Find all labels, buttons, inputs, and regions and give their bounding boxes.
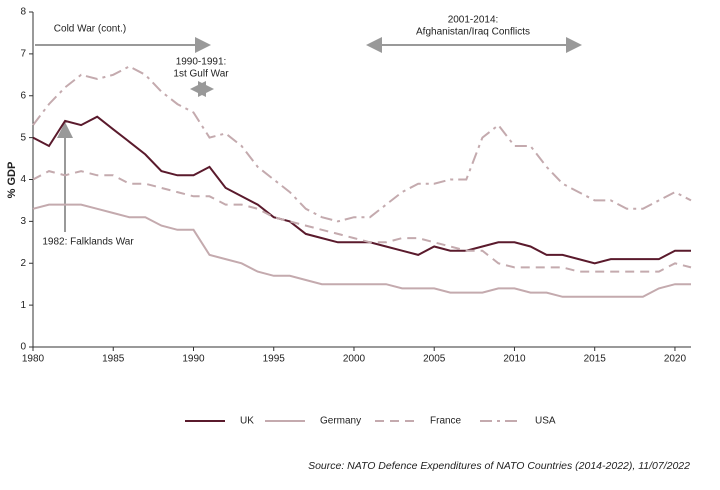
x-tick-label: 2000 [343,354,366,365]
y-tick-label: 2 [20,258,26,269]
legend-label: UK [240,416,254,427]
legend-label: USA [535,416,556,427]
x-tick-label: 2010 [503,354,526,365]
line-uk [32,115,691,265]
annotation: 1st Gulf War [173,69,229,80]
y-tick-label: 1 [20,300,26,311]
source: Source: NATO Defence Expenditures of NAT… [308,460,690,472]
annotation: Afghanistan/Iraq Conflicts [416,27,530,38]
line-france [32,170,692,273]
y-tick-label: 0 [20,342,26,353]
line-germany [32,203,691,298]
y-tick-label: 3 [20,216,26,227]
legend-label: Germany [320,416,361,427]
annotation: 1982: Falklands War [42,237,134,248]
y-tick-label: 7 [20,49,26,60]
y-tick-label: 6 [20,90,26,101]
x-tick-label: 2015 [584,354,607,365]
x-tick-label: 2020 [664,354,687,365]
y-axis-label: % GDP [6,162,18,199]
annotation: 2001-2014: [448,15,499,26]
legend-label: France [430,416,462,427]
y-tick-label: 5 [20,132,26,143]
y-tick-label: 4 [20,174,26,185]
x-tick-label: 1990 [182,354,205,365]
y-tick-label: 8 [20,7,26,18]
x-tick-label: 1980 [22,354,45,365]
line-usa [32,65,692,223]
x-tick-label: 1985 [102,354,125,365]
annotation: Cold War (cont.) [54,24,126,35]
annotation: 1990-1991: [176,57,227,68]
x-tick-label: 2005 [423,354,446,365]
x-tick-label: 1995 [263,354,286,365]
